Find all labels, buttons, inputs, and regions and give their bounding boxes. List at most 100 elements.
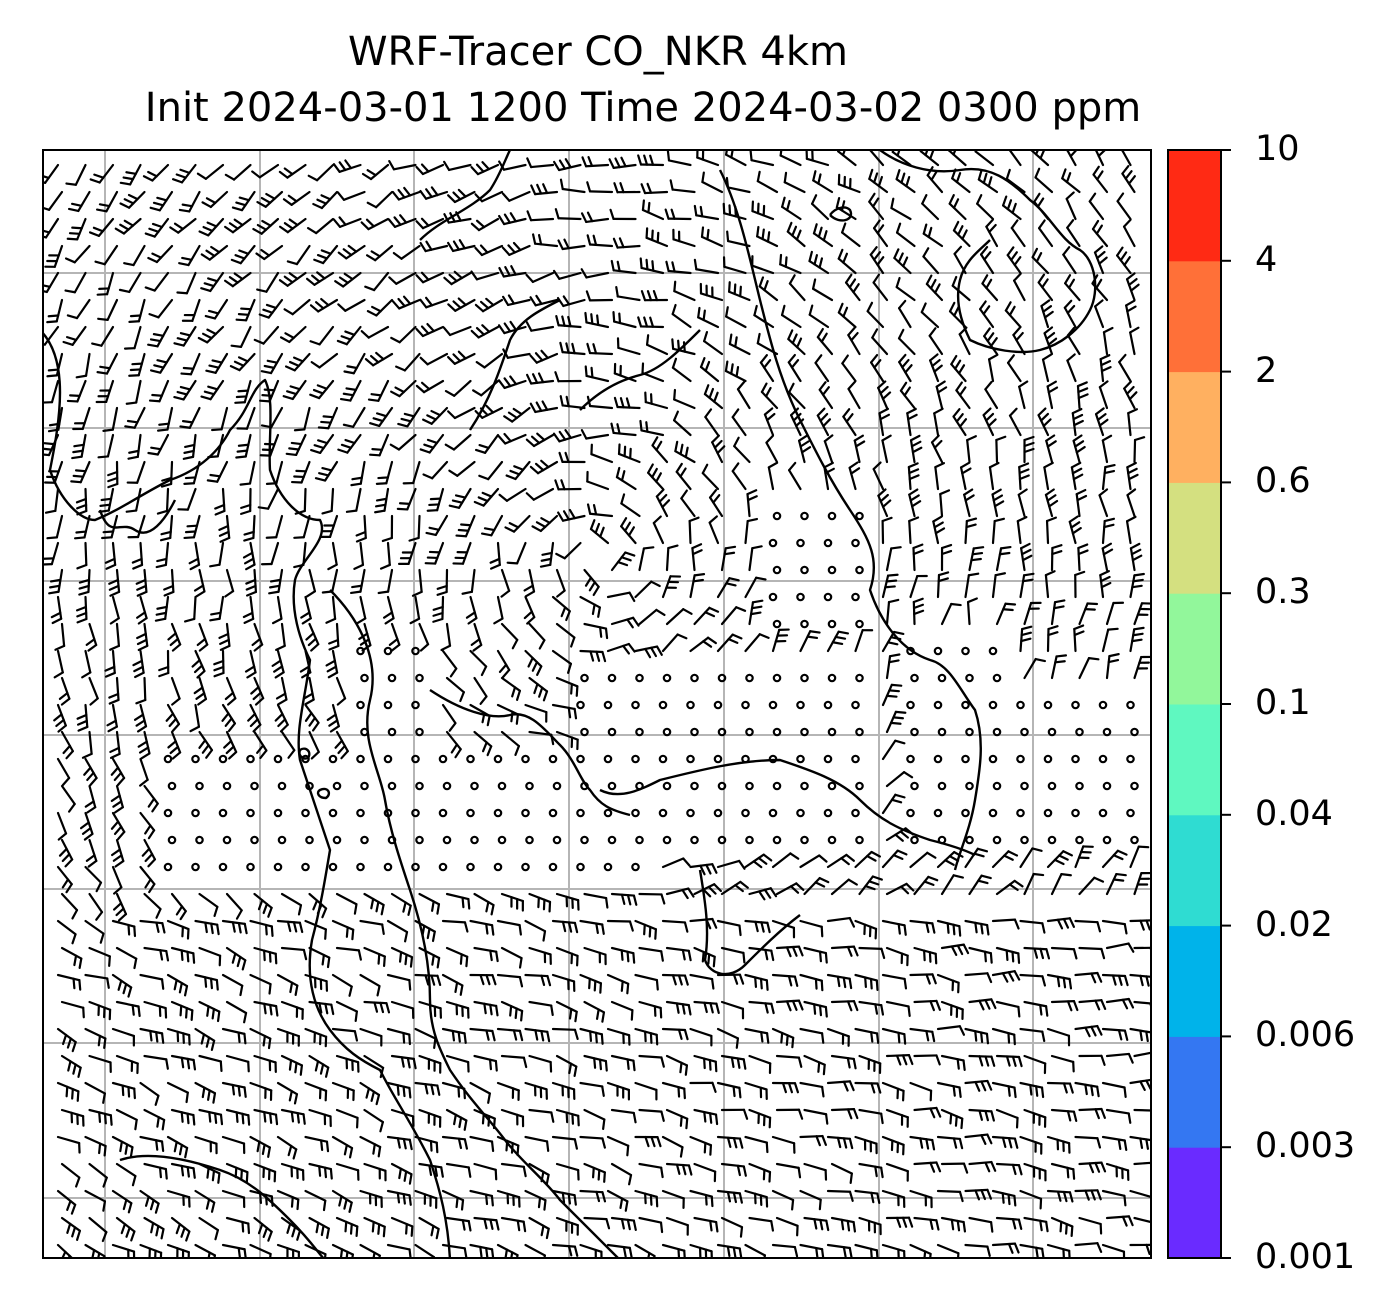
- wind-barb: [524, 1189, 547, 1211]
- wind-barb: [139, 757, 149, 787]
- wind-barb: [325, 649, 339, 679]
- calm-wind-marker: [933, 700, 943, 710]
- wind-barb: [504, 514, 531, 533]
- wind-barb: [367, 379, 390, 402]
- wind-barb: [775, 999, 804, 1012]
- wind-barb: [645, 334, 669, 356]
- wind-barb: [526, 210, 555, 222]
- wind-barb: [841, 354, 857, 383]
- wind-barb: [1050, 1216, 1074, 1237]
- calm-wind-marker: [800, 673, 809, 683]
- wind-barb: [1129, 973, 1151, 987]
- wind-barb: [895, 222, 916, 248]
- wind-barb: [165, 703, 181, 733]
- wind-barb: [612, 311, 637, 329]
- wind-barb: [110, 784, 124, 814]
- wind-barb: [390, 1108, 415, 1127]
- wind-barb: [555, 1216, 579, 1236]
- wind-barb: [469, 1135, 495, 1153]
- wind-barb: [253, 1054, 277, 1073]
- wind-barb: [1050, 999, 1079, 1012]
- wind-barb: [247, 703, 262, 733]
- wind-barb: [170, 676, 181, 706]
- wind-barb: [525, 487, 555, 501]
- wind-barb: [1094, 407, 1109, 437]
- wind-barb: [452, 541, 472, 565]
- wind-barb: [528, 1108, 555, 1123]
- wind-barb: [415, 322, 445, 338]
- wind-barb: [335, 1216, 359, 1238]
- wind-barb: [665, 608, 693, 626]
- calm-wind-marker: [387, 835, 397, 845]
- wind-barb: [799, 919, 824, 938]
- wind-barb: [952, 408, 968, 437]
- wind-barb: [733, 436, 751, 464]
- wind-barb: [615, 286, 641, 302]
- wind-barb: [308, 1216, 330, 1239]
- wind-barb: [363, 946, 386, 968]
- wind-barb: [209, 541, 225, 568]
- map-frame: [42, 149, 1152, 1259]
- wind-barb: [231, 190, 256, 212]
- wind-barb: [885, 882, 915, 896]
- wind-barb: [868, 168, 889, 194]
- wind-barb: [249, 973, 272, 995]
- wind-barb: [396, 487, 417, 511]
- wind-barb: [415, 271, 445, 284]
- wind-barb: [1031, 247, 1050, 275]
- wind-barb: [881, 683, 903, 707]
- wind-barb: [251, 622, 264, 652]
- wind-barb: [500, 1216, 527, 1233]
- wind-barb: [445, 1054, 470, 1073]
- wind-barb: [223, 730, 238, 760]
- calm-wind-marker: [823, 538, 833, 548]
- wind-barb: [586, 503, 614, 518]
- calm-wind-marker: [438, 862, 448, 872]
- wind-barb: [308, 946, 331, 969]
- calm-wind-marker: [332, 835, 342, 845]
- calm-wind-marker: [827, 727, 837, 737]
- calm-wind-marker: [745, 727, 754, 737]
- wind-barb: [155, 541, 170, 569]
- wind-barb: [638, 608, 666, 626]
- calm-wind-marker: [1130, 835, 1139, 845]
- calm-wind-marker: [823, 754, 833, 764]
- wind-barb: [964, 919, 990, 936]
- wind-barb: [881, 849, 908, 869]
- calm-wind-marker: [580, 673, 589, 683]
- wind-barb: [363, 1000, 391, 1014]
- wind-barb: [123, 244, 146, 267]
- wind-barb: [143, 1054, 169, 1070]
- wind-barb: [899, 381, 916, 410]
- coastline-west: [43, 331, 452, 1258]
- wind-barb: [872, 461, 885, 491]
- wind-barb: [606, 1243, 633, 1258]
- wind-barb: [473, 946, 499, 963]
- wind-barb: [132, 649, 145, 679]
- wind-barb: [1101, 1081, 1127, 1099]
- wind-barb: [260, 541, 280, 566]
- wind-barb: [744, 517, 759, 545]
- wind-barb: [995, 1054, 1023, 1068]
- wind-barb: [881, 1027, 907, 1045]
- wind-barb: [1043, 326, 1058, 356]
- wind-barb: [932, 515, 946, 545]
- wind-barb: [610, 259, 637, 275]
- wind-barb: [964, 1079, 993, 1092]
- wind-barb: [744, 1027, 770, 1044]
- wind-barb: [47, 406, 64, 433]
- wind-barb: [1037, 273, 1054, 302]
- wind-barb: [139, 1135, 165, 1153]
- wind-barb: [665, 946, 692, 962]
- wind-barb: [115, 1216, 136, 1242]
- wind-barb: [744, 1135, 769, 1154]
- wind-barb: [397, 541, 417, 566]
- wind-barb: [139, 973, 165, 990]
- wind-barb: [445, 676, 465, 703]
- wind-barb: [104, 541, 117, 570]
- wind-barb: [253, 1000, 279, 1017]
- wind-barb: [1023, 657, 1047, 680]
- wind-barb: [198, 1162, 221, 1184]
- wind-barb: [976, 194, 995, 221]
- wind-barb: [225, 1162, 249, 1183]
